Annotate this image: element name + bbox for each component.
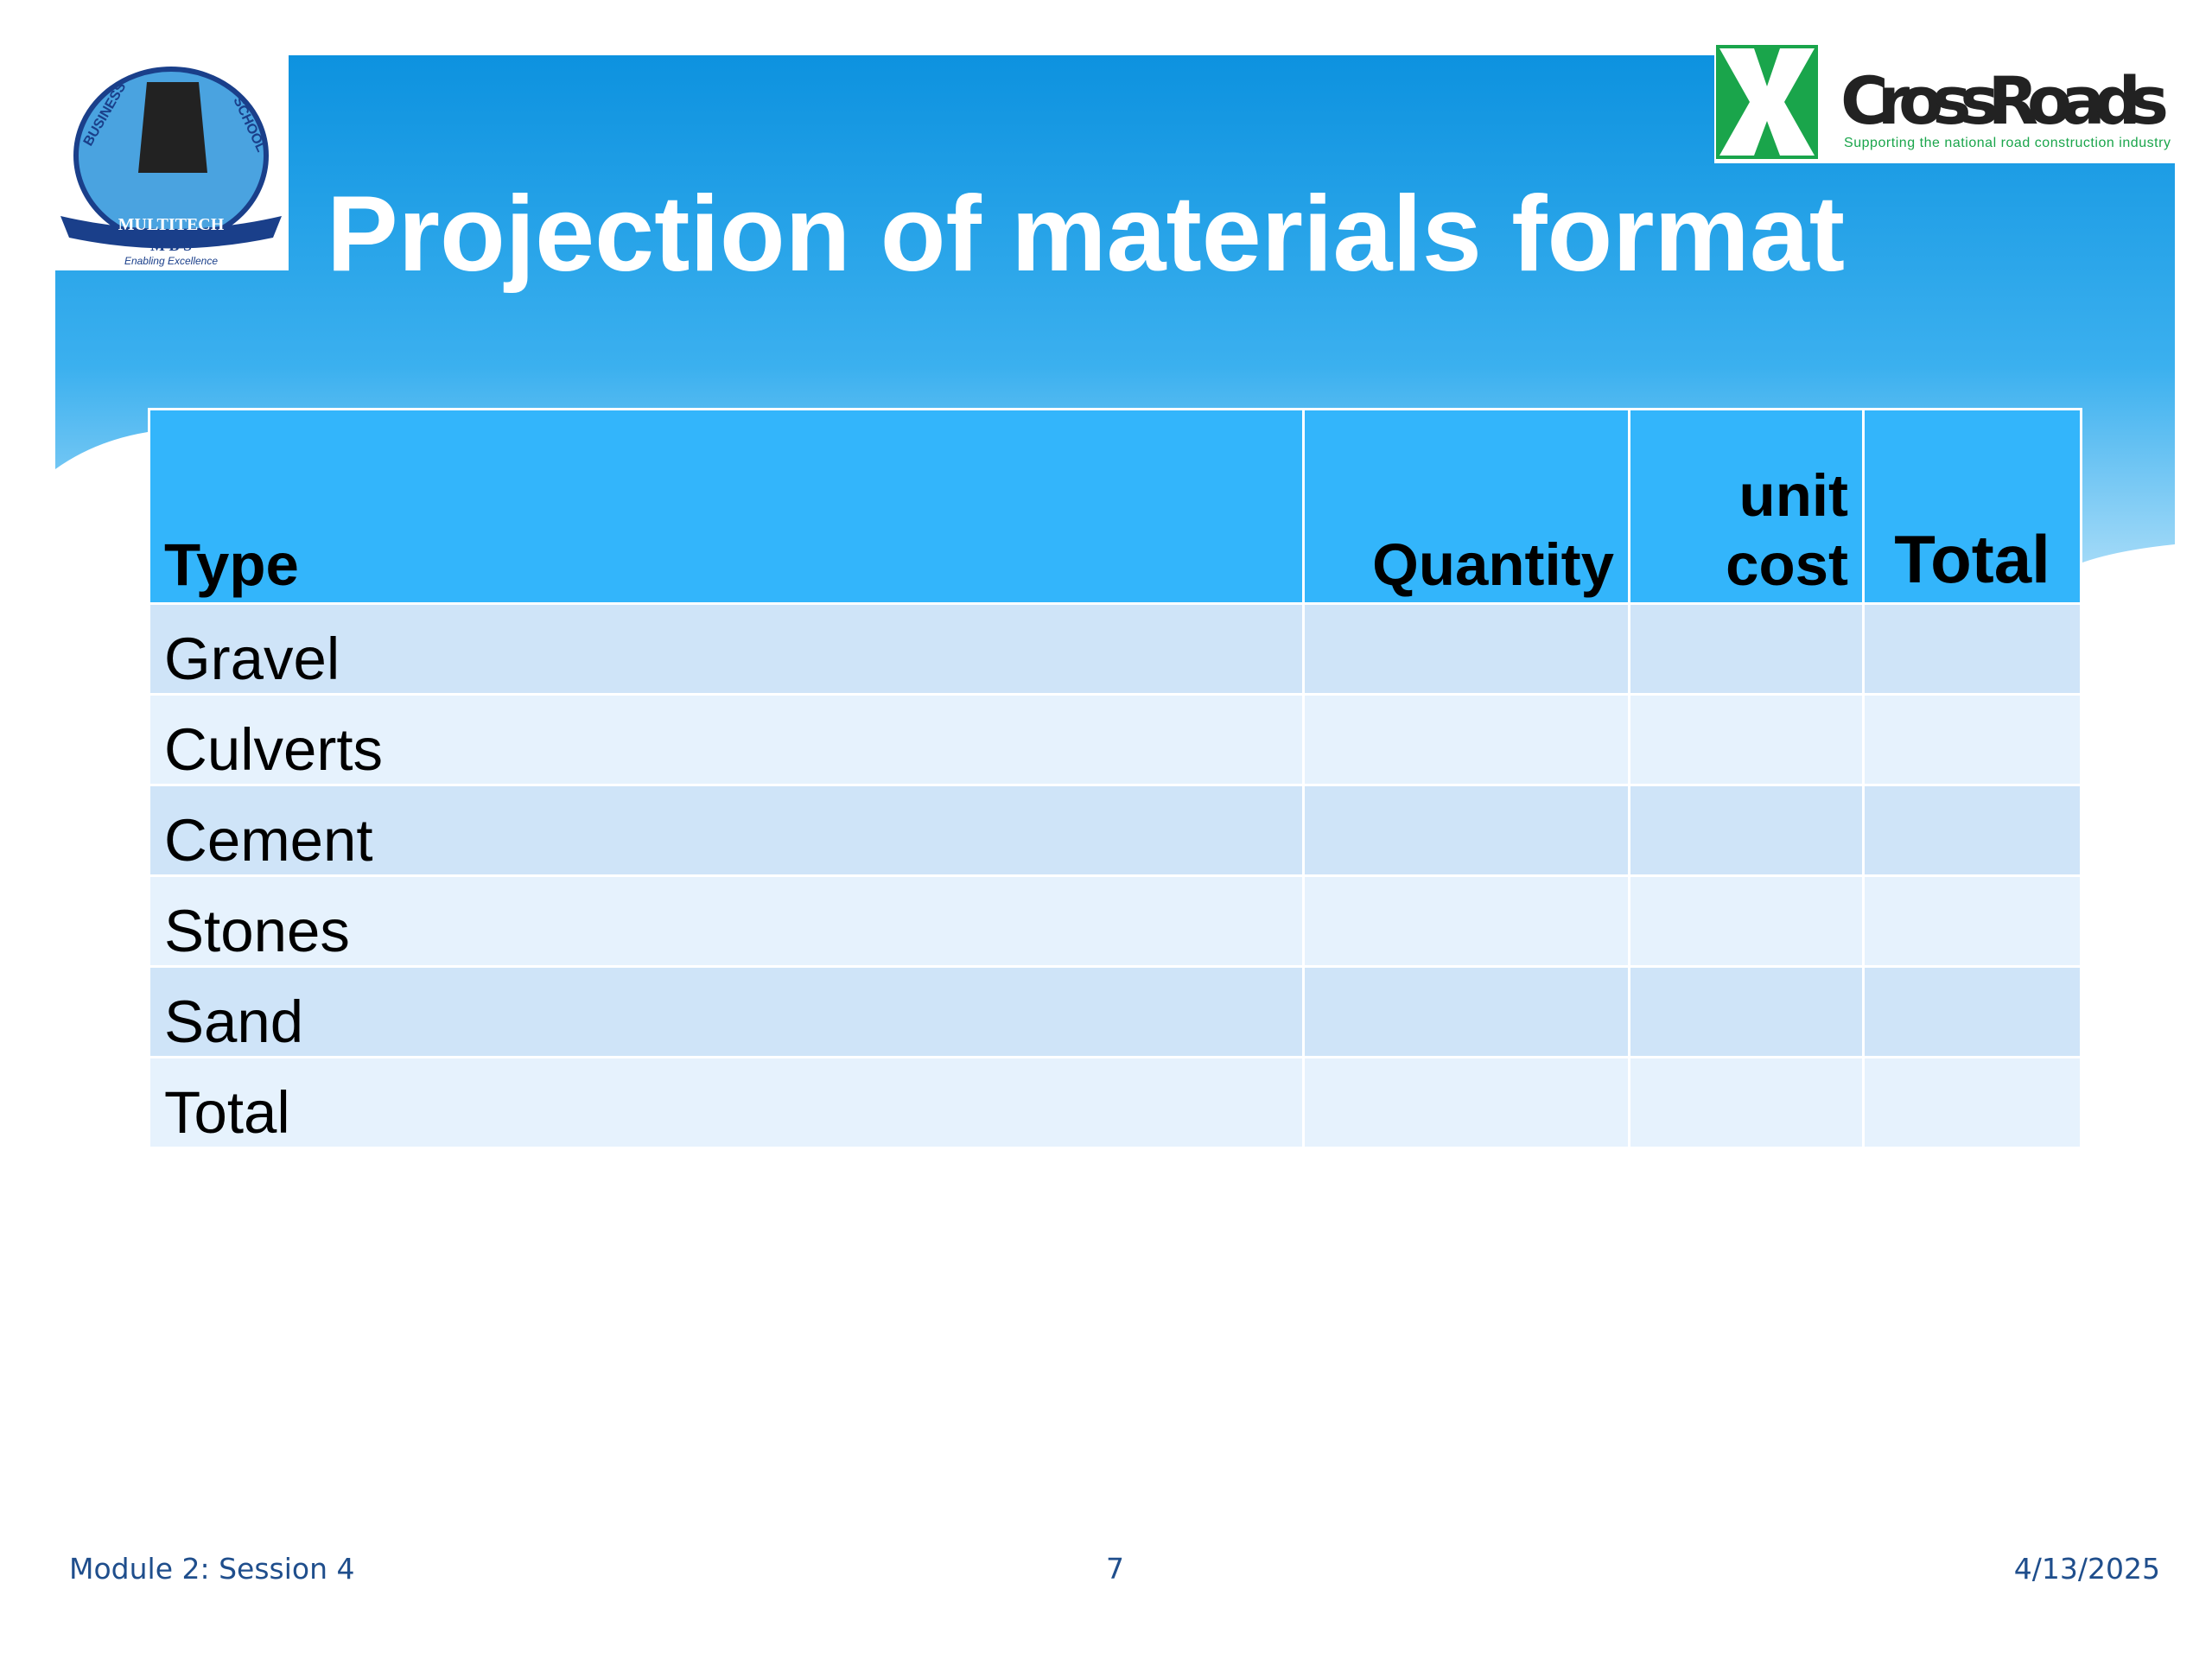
header-cell: unit cost — [1628, 408, 1865, 605]
row-label: Total — [148, 1056, 1305, 1149]
row: Total — [148, 1056, 2082, 1149]
school-abbr: M B S — [150, 237, 192, 254]
crossroads-x — [1719, 48, 1815, 156]
crossroads-tagline: Supporting the national road constructio… — [1844, 136, 2171, 150]
row: Stones — [148, 874, 2082, 968]
footer-left: Module 2: Session 4 — [69, 1552, 355, 1586]
row-label: Stones — [148, 874, 1305, 968]
row-label: Culverts — [148, 693, 1305, 786]
slide-title: Projection of materials format — [327, 175, 1846, 294]
school-motto: Enabling Excellence — [124, 255, 218, 267]
row: Gravel — [148, 602, 2082, 696]
school-name: MULTITECH — [118, 215, 225, 234]
crossroads-name: CrossRoads — [1840, 62, 2169, 139]
row: Sand — [148, 965, 2082, 1058]
header-row: Type Quantity unit cost Total — [148, 408, 2082, 605]
row: Cement — [148, 784, 2082, 877]
header-cell: Total — [1862, 408, 2082, 605]
materials-table: Type Quantity unit cost Total Gravel Cul… — [148, 408, 2082, 1149]
row-label: Cement — [148, 784, 1305, 877]
header-cell: Quantity — [1302, 408, 1630, 605]
header-cell: Type — [148, 408, 1305, 605]
row: Culverts — [148, 693, 2082, 786]
row-label: Gravel — [148, 602, 1305, 696]
title-banner — [55, 55, 2175, 575]
row-label: Sand — [148, 965, 1305, 1058]
school-logo-ribbon — [60, 216, 282, 249]
footer-page: 7 — [1106, 1552, 1124, 1586]
school-logo-figure — [138, 82, 207, 173]
footer-date: 4/13/2025 — [2013, 1552, 2160, 1586]
